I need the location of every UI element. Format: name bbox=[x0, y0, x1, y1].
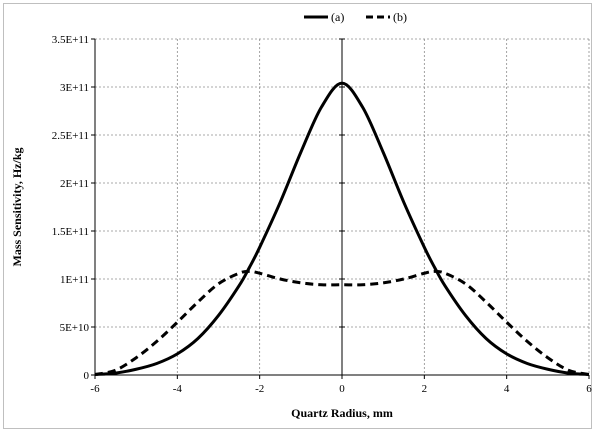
x-tick-label: -4 bbox=[173, 383, 183, 395]
legend-label-a: (a) bbox=[331, 10, 344, 24]
tick-labels: 0 5E+10 1E+11 1.5E+11 2E+11 2.5E+11 3E+11 3.5E+… bbox=[52, 34, 593, 395]
line-chart: 0 5E+10 1E+11 1.5E+11 2E+11 2.5E+11 3E+11 3.5E+… bbox=[10, 10, 593, 420]
y-tick-label: 1E+11 bbox=[60, 274, 89, 286]
series-line-a bbox=[94, 81, 590, 377]
y-tick-label: 3E+11 bbox=[60, 82, 89, 94]
x-tick-label: 0 bbox=[339, 383, 345, 395]
x-tick-label: -6 bbox=[90, 383, 100, 395]
y-axis-title: Mass Sensitivity, Hz/kg bbox=[10, 147, 24, 266]
y-tick-label: 3.5E+11 bbox=[52, 34, 89, 46]
x-tick-label: -2 bbox=[255, 383, 264, 395]
series-group bbox=[94, 81, 590, 377]
chart-area: 0 5E+10 1E+11 1.5E+11 2E+11 2.5E+11 3E+11 3.5E+… bbox=[3, 3, 592, 429]
legend: (a) (b) bbox=[304, 10, 407, 24]
y-tick-label: 2.5E+11 bbox=[52, 130, 89, 142]
x-axis-title: Quartz Radius, mm bbox=[291, 406, 393, 420]
x-tick-label: 6 bbox=[586, 383, 592, 395]
legend-label-b: (b) bbox=[393, 10, 407, 24]
y-tick-label: 2E+11 bbox=[60, 178, 89, 190]
series-line-b bbox=[94, 269, 590, 376]
axes bbox=[91, 38, 590, 379]
y-tick-label: 1.5E+11 bbox=[52, 226, 89, 238]
x-tick-label: 2 bbox=[422, 383, 428, 395]
y-tick-label: 5E+10 bbox=[60, 322, 90, 334]
y-tick-label: 0 bbox=[84, 370, 90, 382]
gridlines bbox=[95, 38, 590, 375]
x-tick-label: 4 bbox=[504, 383, 510, 395]
